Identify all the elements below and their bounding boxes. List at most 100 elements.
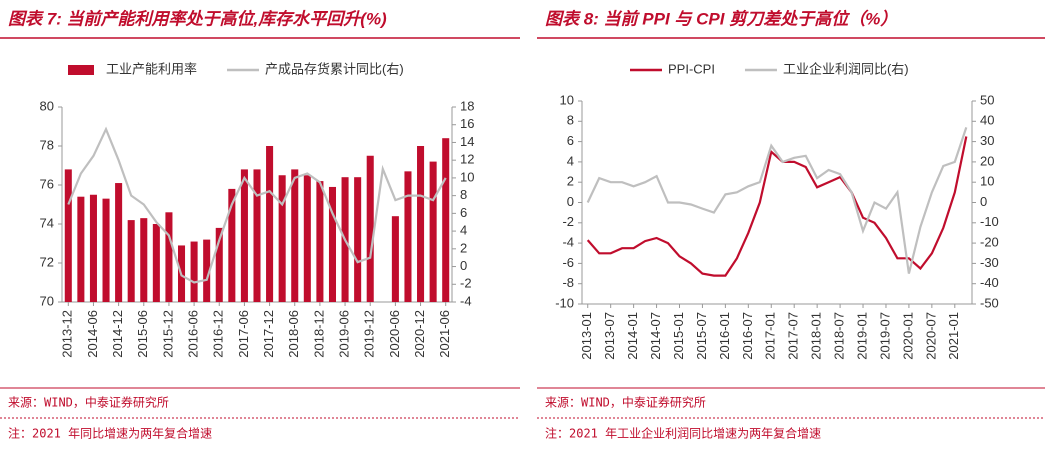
y-tick-label: 6 (567, 133, 574, 148)
bar (354, 177, 362, 302)
x-tick-label: 2015-01 (671, 312, 686, 360)
bar (379, 302, 386, 355)
x-tick-label: 2018-06 (286, 310, 301, 358)
bar (77, 196, 85, 302)
bar (190, 241, 198, 302)
y-tick-label: 76 (40, 176, 54, 191)
legend-label: PPI-CPI (668, 61, 715, 76)
y-tick-label: 4 (567, 153, 574, 168)
x-tick-label: 2013-07 (602, 312, 617, 360)
y-tick-label: 78 (40, 137, 54, 152)
line (586, 136, 968, 277)
plot-area (586, 127, 968, 277)
bar (328, 186, 337, 302)
bar (253, 169, 261, 302)
y2-tick-label: 4 (460, 223, 467, 238)
x-tick-label: 2018-01 (809, 312, 824, 360)
bar (127, 220, 135, 302)
y-tick-label: 72 (40, 254, 54, 269)
line (67, 126, 447, 284)
x-tick-label: 2017-01 (763, 312, 778, 360)
x-tick-label: 2021-06 (437, 310, 452, 358)
x-tick-label: 2016-12 (211, 310, 226, 358)
legend-label: 产成品存货累计同比(右) (265, 61, 404, 76)
x-tick-label: 2015-07 (694, 312, 709, 360)
x-tick-label: 2017-12 (261, 310, 276, 358)
bar (165, 212, 173, 302)
bar (291, 169, 299, 302)
x-tick-label: 2015-06 (135, 310, 150, 358)
bar (215, 227, 223, 302)
bar (89, 194, 97, 302)
bar (140, 218, 148, 302)
x-tick-label: 2017-07 (786, 312, 801, 360)
bar (152, 224, 160, 302)
x-tick-label: 2014-06 (85, 310, 100, 358)
x-tick-label: 2014-12 (110, 310, 125, 358)
x-tick-label: 2018-12 (311, 310, 326, 358)
y2-tick-label: 0 (980, 194, 987, 209)
y2-tick-label: -30 (980, 255, 999, 270)
y2-tick-label: -10 (980, 214, 999, 229)
bar (442, 138, 450, 302)
y2-tick-label: -50 (980, 295, 999, 310)
plot-area (64, 126, 450, 355)
y-tick-label: -10 (555, 295, 574, 310)
x-tick-label: 2020-01 (900, 312, 915, 360)
y2-tick-label: -4 (460, 293, 472, 308)
y2-tick-label: -40 (980, 275, 999, 290)
bar (303, 175, 311, 302)
x-tick-label: 2020-12 (412, 310, 427, 358)
y2-tick-label: 6 (460, 205, 467, 220)
x-tick-label: 2016-07 (740, 312, 755, 360)
bar (417, 146, 425, 302)
y-tick-label: 10 (560, 92, 574, 107)
y2-tick-label: 2 (460, 240, 467, 255)
note: 注：2021 年工业企业利润同比增速为两年复合增速 (545, 426, 821, 441)
legend-swatch (68, 65, 94, 75)
y2-tick-label: 12 (460, 152, 474, 167)
y2-tick-label: 20 (980, 153, 994, 168)
y-tick-label: -2 (562, 214, 574, 229)
y2-tick-label: 50 (980, 92, 994, 107)
x-tick-label: 2018-07 (832, 312, 847, 360)
bar (404, 171, 412, 302)
bar (228, 188, 236, 302)
x-tick-label: 2014-01 (625, 312, 640, 360)
bar (391, 216, 399, 302)
legend-label: 工业产能利用率 (106, 61, 197, 76)
bar (316, 181, 324, 302)
bar (203, 239, 211, 302)
note: 注：2021 年同比增速为两年复合增速 (8, 426, 212, 441)
y2-tick-label: 10 (460, 169, 474, 184)
chart-title: 图表 7: 当前产能利用率处于高位,库存水平回升(%) (8, 9, 387, 28)
y2-tick-label: 0 (460, 258, 467, 273)
y2-tick-label: 16 (460, 116, 474, 131)
y-tick-label: -6 (562, 255, 574, 270)
x-tick-label: 2013-12 (60, 310, 75, 358)
x-tick-label: 2019-01 (854, 312, 869, 360)
x-tick-label: 2016-01 (717, 312, 732, 360)
y2-tick-label: -20 (980, 235, 999, 250)
x-tick-label: 2019-12 (362, 310, 377, 358)
bar (366, 155, 374, 302)
bar (115, 183, 123, 302)
y-tick-label: 70 (40, 293, 54, 308)
bar (429, 161, 437, 302)
y2-tick-label: 8 (460, 187, 467, 202)
y-tick-label: 0 (567, 194, 574, 209)
y-tick-label: -4 (562, 235, 574, 250)
bar (102, 198, 110, 302)
x-tick-label: 2019-07 (877, 312, 892, 360)
x-tick-label: 2014-07 (648, 312, 663, 360)
x-tick-label: 2015-12 (160, 310, 175, 358)
y2-tick-label: 40 (980, 113, 994, 128)
x-tick-label: 2017-06 (236, 310, 251, 358)
y-tick-label: 2 (567, 174, 574, 189)
y-tick-label: 80 (40, 98, 54, 113)
x-tick-label: 2020-07 (923, 312, 938, 360)
chart-title: 图表 8: 当前 PPI 与 CPI 剪刀差处于高位（%） (545, 9, 897, 28)
bar (64, 169, 72, 302)
legend-label: 工业企业利润同比(右) (783, 61, 909, 76)
